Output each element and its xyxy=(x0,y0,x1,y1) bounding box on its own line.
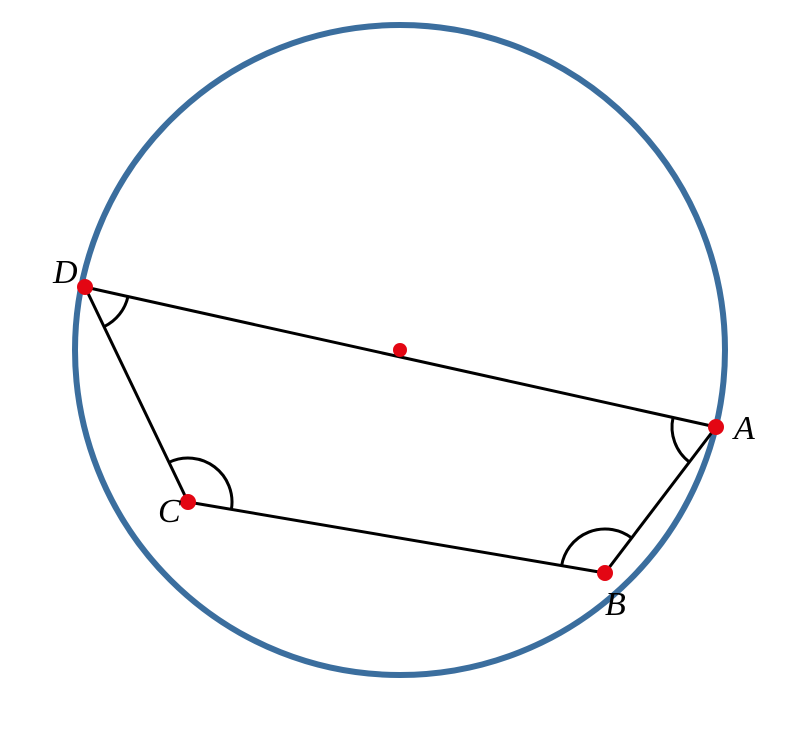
label-A: A xyxy=(732,410,755,447)
angle-arc-D xyxy=(104,297,128,327)
angle-arc-B xyxy=(562,529,632,566)
point-B xyxy=(597,565,613,581)
edge-BC xyxy=(188,502,605,573)
point-C xyxy=(180,494,196,510)
center-point xyxy=(393,343,407,357)
label-D: D xyxy=(52,254,78,291)
edge-AB xyxy=(605,427,716,573)
label-B: B xyxy=(605,586,626,623)
point-A xyxy=(708,419,724,435)
label-C: C xyxy=(158,493,181,530)
angle-arc-A xyxy=(672,417,689,462)
point-D xyxy=(77,279,93,295)
edge-DA xyxy=(85,287,716,427)
geometry-diagram: A B C D xyxy=(0,0,800,730)
